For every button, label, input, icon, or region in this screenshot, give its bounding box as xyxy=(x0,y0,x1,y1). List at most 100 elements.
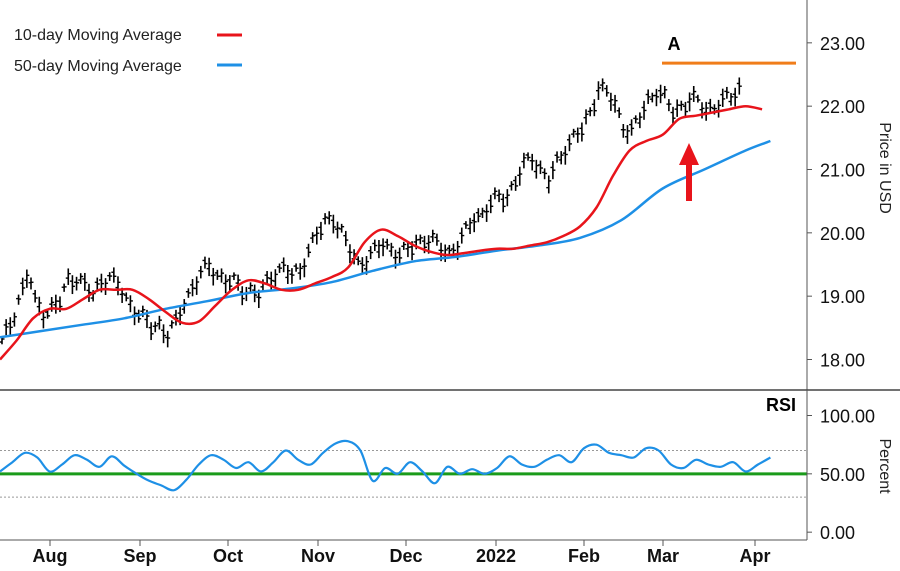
price-ticks: 18.00 19.00 20.00 21.00 22.00 23.00 xyxy=(807,34,865,371)
price-bar xyxy=(484,204,490,222)
price-bar xyxy=(306,243,312,258)
price-bar xyxy=(115,276,121,296)
price-bar xyxy=(732,87,738,107)
price-bar xyxy=(32,289,38,303)
price-bar xyxy=(633,115,639,124)
price-bar xyxy=(152,321,158,333)
price-bar xyxy=(289,268,295,284)
price-tick-label: 23.00 xyxy=(820,34,865,54)
price-bar xyxy=(695,94,701,103)
price-bar xyxy=(368,246,374,260)
rsi-title: RSI xyxy=(766,395,796,415)
price-bar xyxy=(3,319,9,336)
price-bar xyxy=(720,88,726,107)
price-bar xyxy=(210,267,216,286)
price-bar xyxy=(554,151,560,163)
price-bar xyxy=(583,109,589,125)
rsi-ticks: 0.00 50.00 100.00 xyxy=(807,407,875,543)
price-bar xyxy=(107,272,113,282)
price-bar xyxy=(111,267,117,283)
price-bar xyxy=(194,276,200,295)
price-bar xyxy=(488,194,494,214)
price-bar xyxy=(223,274,229,294)
price-bar xyxy=(169,320,175,329)
price-tick-label: 21.00 xyxy=(820,161,865,181)
price-bar xyxy=(355,256,361,266)
month-label: Nov xyxy=(301,546,335,566)
month-label: Oct xyxy=(213,546,243,566)
price-bar xyxy=(533,159,539,179)
price-bar xyxy=(372,239,378,252)
price-bar xyxy=(678,100,684,111)
price-bar xyxy=(434,233,440,246)
price-bar xyxy=(645,89,651,105)
price-bar xyxy=(608,92,614,111)
price-bar xyxy=(471,213,477,233)
price-bar xyxy=(417,234,423,245)
price-bar xyxy=(384,238,390,250)
price-bar xyxy=(521,152,527,169)
price-bar xyxy=(525,152,531,161)
price-bar xyxy=(40,311,46,329)
price-bar xyxy=(537,160,543,175)
price-bar xyxy=(11,312,17,327)
price-axis-title: Price in USD xyxy=(876,122,893,214)
rsi-tick-label: 100.00 xyxy=(820,407,875,427)
month-label: Sep xyxy=(123,546,156,566)
price-bar xyxy=(318,221,324,240)
up-arrow-icon xyxy=(679,143,699,201)
month-label: Aug xyxy=(33,546,68,566)
price-bar xyxy=(691,86,697,102)
price-bar xyxy=(380,238,386,257)
price-bar xyxy=(156,315,162,330)
legend-label-ma50: 50-day Moving Average xyxy=(14,58,182,75)
price-bar xyxy=(277,263,283,273)
price-bar xyxy=(293,263,299,272)
price-bar xyxy=(227,275,233,292)
price-bar xyxy=(500,193,506,213)
price-bar xyxy=(198,265,204,279)
price-bar xyxy=(562,145,568,165)
price-bar xyxy=(65,268,71,285)
price-bar xyxy=(641,100,647,120)
rsi-line xyxy=(0,439,771,492)
price-bar xyxy=(190,279,196,297)
price-bar xyxy=(16,294,22,305)
price-bar xyxy=(703,101,709,121)
price-bar xyxy=(604,85,610,97)
price-bar xyxy=(558,151,564,165)
price-bar xyxy=(550,161,556,180)
month-label: Mar xyxy=(647,546,679,566)
price-bar xyxy=(591,99,597,117)
price-bar xyxy=(123,292,129,302)
price-bar xyxy=(314,226,320,245)
price-bar xyxy=(508,181,514,191)
price-bar xyxy=(103,278,109,296)
month-labels: Aug Sep Oct Nov Dec 2022 Feb Mar Apr xyxy=(33,540,771,566)
price-bar xyxy=(165,330,171,348)
price-bar xyxy=(301,258,307,278)
price-bar xyxy=(517,166,523,186)
rsi-axis-title: Percent xyxy=(876,438,893,494)
price-bar xyxy=(707,98,713,113)
price-bar xyxy=(682,101,688,117)
price-bar xyxy=(173,309,179,326)
price-bar xyxy=(359,257,365,275)
price-bar xyxy=(397,247,403,265)
price-bar xyxy=(496,189,502,203)
price-bar xyxy=(335,221,341,239)
month-label: Apr xyxy=(740,546,771,566)
price-bar xyxy=(529,153,535,171)
price-bar xyxy=(637,112,643,129)
price-bar xyxy=(587,107,593,117)
price-bar xyxy=(666,99,672,112)
price-bar xyxy=(662,85,668,99)
month-label: Feb xyxy=(568,546,600,566)
price-bar xyxy=(492,187,498,200)
price-bar xyxy=(322,213,328,225)
price-bar xyxy=(24,269,30,288)
price-bar xyxy=(401,241,407,250)
price-bar xyxy=(343,230,349,247)
price-bar xyxy=(674,99,680,117)
